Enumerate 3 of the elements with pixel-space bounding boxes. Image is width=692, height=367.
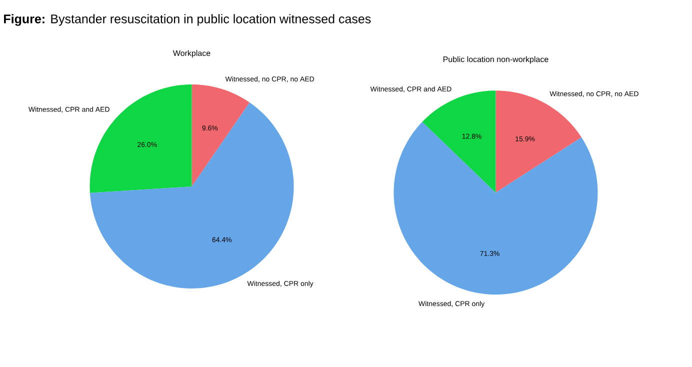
chart-title: Public location non-workplace [443,56,548,64]
chart-title: Workplace [172,50,210,58]
text: Figure: Bystander resuscitation in public location witnessed cases [4,14,371,26]
